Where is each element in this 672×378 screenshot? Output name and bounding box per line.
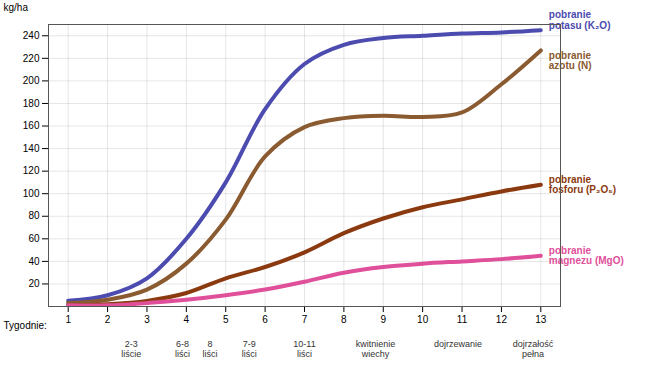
- svg-text:pobraniefosforu (P₂O₅): pobraniefosforu (P₂O₅): [549, 174, 616, 196]
- svg-text:pobranieazotu (N): pobranieazotu (N): [549, 50, 592, 72]
- html-text:pobranie: pobranie: [548, 244, 591, 256]
- svg-text:2: 2: [105, 314, 111, 325]
- svg-text:180: 180: [23, 98, 40, 109]
- svg-text:dojrzałośćpełna: dojrzałośćpełna: [513, 339, 554, 358]
- svg-text:6-8liści: 6-8liści: [175, 339, 190, 358]
- svg-text:1: 1: [65, 314, 71, 325]
- svg-text:160: 160: [23, 120, 40, 131]
- svg-text:kwitnieniewiechy: kwitnieniewiechy: [356, 339, 396, 358]
- svg-text:8: 8: [341, 314, 347, 325]
- svg-text:4: 4: [184, 314, 190, 325]
- svg-text:10: 10: [417, 314, 429, 325]
- svg-text:kg/ha: kg/ha: [4, 2, 29, 13]
- html-text:magnezu (MgO): magnezu (MgO): [548, 255, 624, 267]
- svg-text:20: 20: [28, 278, 40, 289]
- svg-text:40: 40: [28, 256, 40, 267]
- svg-text:240: 240: [23, 30, 40, 41]
- svg-text:13: 13: [535, 314, 547, 325]
- svg-text:200: 200: [23, 75, 40, 86]
- svg-text:7-9liści: 7-9liści: [242, 339, 257, 358]
- svg-text:6: 6: [262, 314, 268, 325]
- svg-text:pobraniepotasu (K₂O): pobraniepotasu (K₂O): [549, 9, 611, 31]
- svg-text:80: 80: [28, 210, 40, 221]
- svg-text:120: 120: [23, 165, 40, 176]
- svg-text:2-3liście: 2-3liście: [121, 339, 141, 358]
- svg-text:12: 12: [496, 314, 508, 325]
- svg-text:8liści: 8liści: [202, 339, 217, 358]
- svg-text:Tygodnie:: Tygodnie:: [4, 320, 47, 331]
- svg-text:5: 5: [223, 314, 229, 325]
- svg-text:9: 9: [380, 314, 386, 325]
- svg-text:dojrzewanie: dojrzewanie: [434, 339, 482, 349]
- svg-text:7: 7: [302, 314, 308, 325]
- svg-text:100: 100: [23, 188, 40, 199]
- svg-text:140: 140: [23, 143, 40, 154]
- svg-text:10-11liści: 10-11liści: [293, 339, 315, 358]
- svg-text:60: 60: [28, 233, 40, 244]
- svg-text:11: 11: [457, 314, 468, 325]
- svg-text:220: 220: [23, 53, 40, 64]
- svg-text:3: 3: [144, 314, 150, 325]
